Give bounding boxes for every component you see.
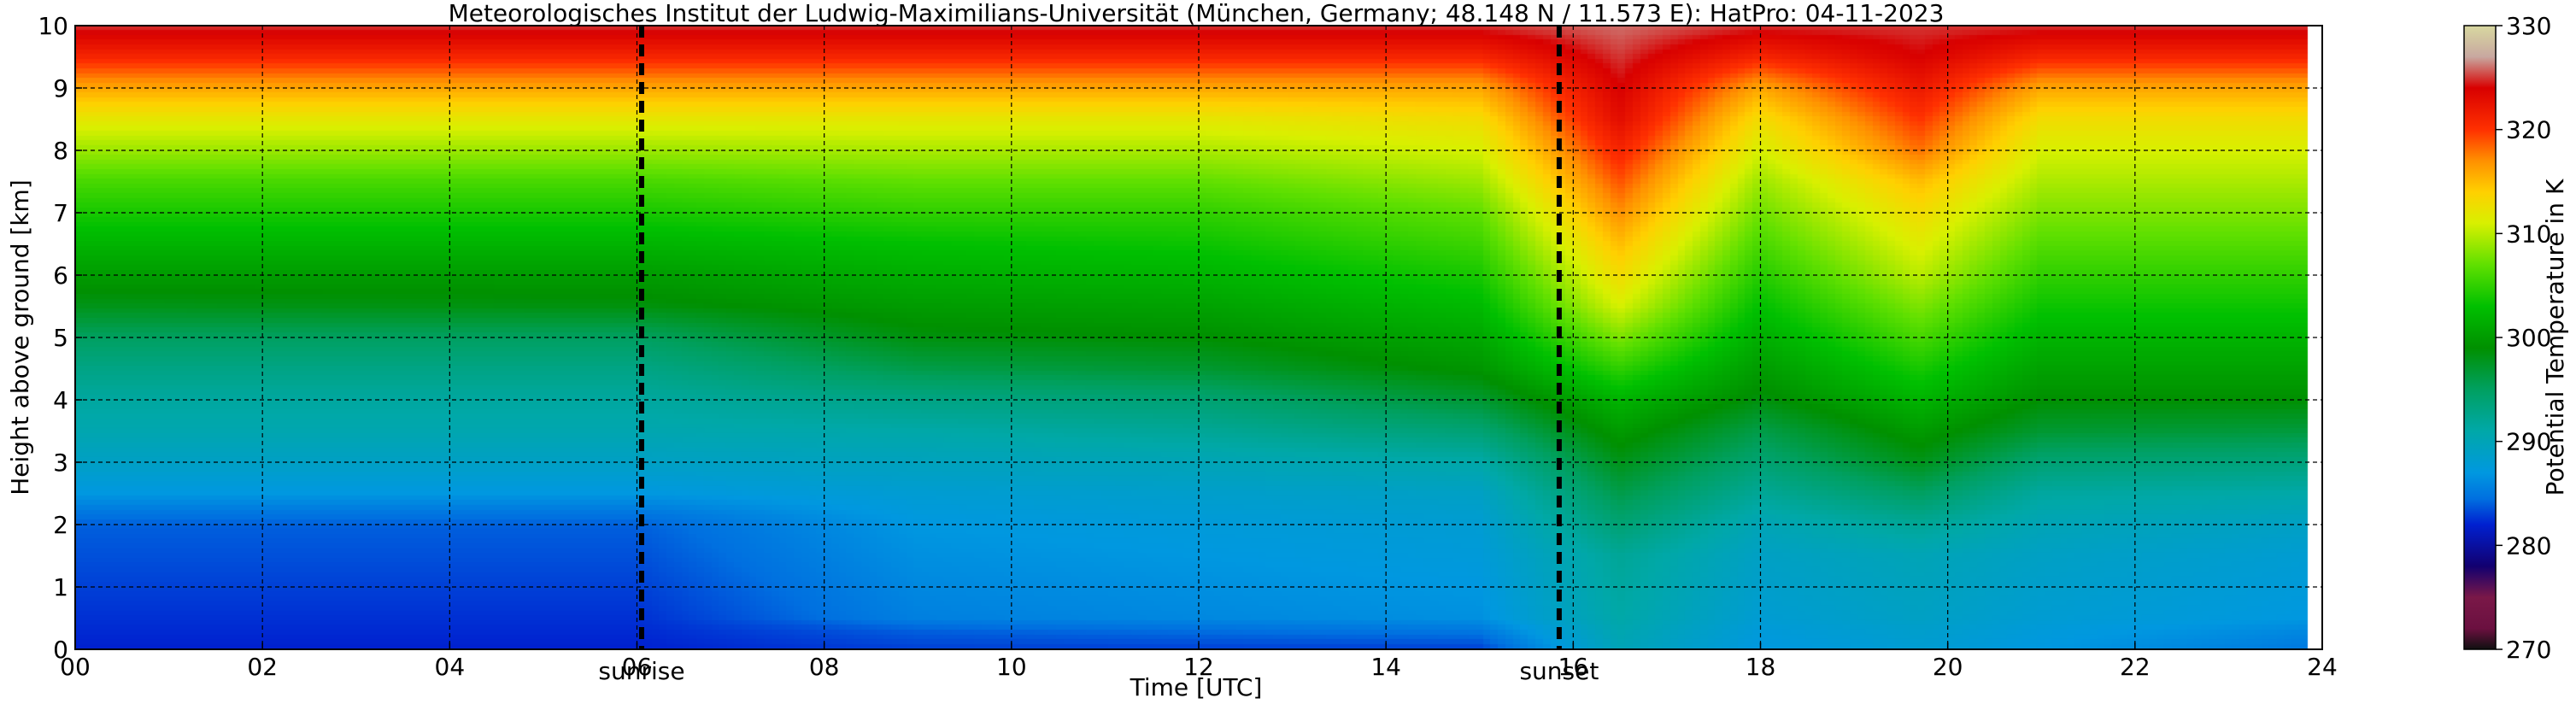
x-axis-ticks: 00 02 04 06 08 10 12 14 16 18 20 22 24	[60, 642, 2338, 681]
colorbar-tick-label: 300	[2506, 324, 2551, 352]
x-tick-label: 02	[247, 653, 278, 681]
x-tick-label: 12	[1183, 653, 1214, 681]
x-tick-label: 20	[1933, 653, 1963, 681]
y-tick-label: 3	[53, 449, 68, 477]
colorbar-label: Potential Temperature in K	[2541, 179, 2569, 496]
x-tick-label: 22	[2120, 653, 2151, 681]
y-tick-label: 1	[53, 573, 68, 601]
colorbar-tick-label: 320	[2506, 116, 2551, 144]
colorbar: 270 280 290 300 310 320 330 Potential Temperat…	[2463, 12, 2569, 664]
colorbar-ticks: 270 280 290 300 310 320 330	[2496, 12, 2551, 664]
x-tick-label: 04	[435, 653, 466, 681]
x-tick-label: 16	[1558, 653, 1589, 681]
x-tick-label: 18	[1746, 653, 1776, 681]
colorbar-tick-label: 280	[2506, 531, 2551, 560]
y-axis-ticks: 0 1 2 3 4 5 6 7 8 9 10	[38, 12, 82, 664]
y-tick-label: 8	[53, 137, 68, 165]
y-tick-label: 6	[53, 261, 68, 290]
x-axis-label: Time [UTC]	[1130, 673, 1263, 701]
colorbar-tick-label: 270	[2506, 636, 2551, 664]
y-tick-label: 2	[53, 511, 68, 539]
colorbar-tick-label: 330	[2506, 12, 2551, 40]
x-tick-label: 24	[2307, 653, 2338, 681]
y-tick-label: 7	[53, 199, 68, 227]
event-markers	[638, 26, 1562, 649]
colorbar-gradient	[2463, 25, 2497, 650]
x-tick-label: 00	[60, 653, 91, 681]
chart-title: Meteorologisches Institut der Ludwig-Max…	[449, 0, 1945, 27]
sunset-label: sunset	[1519, 657, 1599, 685]
x-tick-label: 14	[1370, 653, 1401, 681]
grid-lines	[75, 26, 2322, 649]
y-tick-label: 9	[53, 74, 68, 103]
colorbar-tick-label: 290	[2506, 428, 2551, 456]
y-tick-label: 4	[53, 386, 68, 414]
y-tick-label: 10	[38, 12, 68, 40]
x-tick-label: 10	[996, 653, 1027, 681]
sunrise-label: sunrise	[598, 657, 684, 685]
y-axis-label: Height above ground [km]	[6, 179, 34, 496]
y-tick-label: 0	[53, 636, 68, 664]
x-tick-label: 06	[622, 653, 653, 681]
y-tick-label: 5	[53, 324, 68, 352]
x-tick-label: 08	[809, 653, 840, 681]
colorbar-tick-label: 310	[2506, 220, 2551, 248]
